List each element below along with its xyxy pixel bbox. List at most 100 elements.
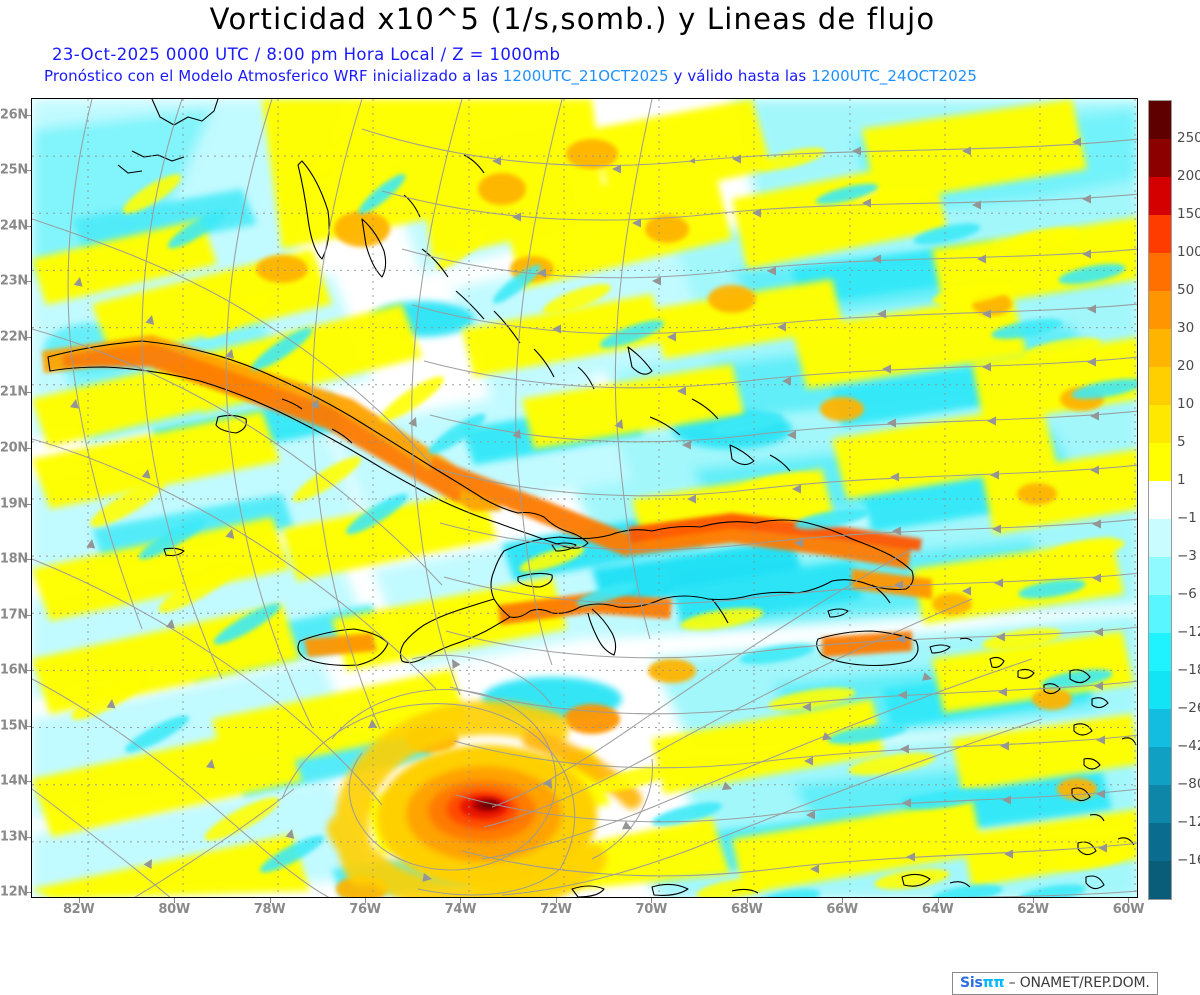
subtitle-model-text: Pronóstico con el Modelo Atmosferico WRF… [44,67,503,85]
y-tick-label: 16N [0,662,28,678]
colorbar[interactable] [1148,100,1172,900]
colorbar-segment [1149,595,1171,633]
colorbar-tick-label: −80 [1177,776,1200,792]
colorbar-tick-label: 5 [1177,434,1186,450]
colorbar-segment [1149,861,1171,899]
chart-subtitle-valid-time: 23-Oct-2025 0000 UTC / 8:00 pm Hora Loca… [52,45,561,64]
subtitle-valid-time: 1200UTC_24OCT2025 [811,67,978,85]
x-tick-mark [174,898,176,903]
x-tick-label: 66W [826,902,858,917]
y-tick-mark [26,614,31,616]
colorbar-tick-label: −26 [1177,700,1200,716]
vorticity-field [32,99,1137,897]
colorbar-tick-label: −42 [1177,738,1200,754]
y-tick-mark [26,225,31,227]
y-tick-label: 17N [0,607,28,623]
colorbar-tick-label: −6 [1177,586,1197,602]
colorbar-segment [1149,215,1171,253]
y-tick-label: 25N [0,162,28,178]
y-tick-mark [26,836,31,838]
colorbar-segment [1149,823,1171,861]
y-tick-label: 12N [0,884,28,900]
x-tick-label: 70W [635,902,668,917]
x-tick-mark [937,898,939,903]
x-tick-label: 76W [349,902,381,917]
colorbar-segment [1149,177,1171,215]
x-tick-label: 78W [253,902,286,917]
x-tick-mark [1033,898,1035,903]
x-tick-mark [1128,898,1130,903]
colorbar-segment [1149,101,1171,139]
x-tick-label: 80W [158,902,190,917]
y-tick-label: 14N [0,773,28,789]
plot-area: 12N 13N 14N 15N 16N 17N 18N 19N 20N 21N 22N 23N 24N 2… [0,98,1158,995]
colorbar-tick-label: 10 [1177,396,1195,412]
colorbar-segment [1149,557,1171,595]
x-tick-mark [842,898,844,903]
colorbar-tick-label: 50 [1177,282,1195,298]
y-tick-mark [26,448,31,449]
y-tick-label: 13N [0,829,28,845]
source-watermark: Sisππ – ONAMET/REP.DOM. [952,972,1158,995]
fine-scale-filaments [71,137,1137,897]
colorbar-tick-label: 100 [1177,244,1200,260]
y-tick-label: 23N [0,273,28,289]
colorbar-tick-label: −120 [1177,814,1200,830]
colorbar-segment [1149,709,1171,747]
colorbar-tick-label: −18 [1177,662,1200,678]
page-title: Vorticidad x10^5 (1/s,somb.) y Lineas de… [209,2,936,36]
colorbar-segment [1149,481,1171,519]
x-tick-mark [460,898,462,903]
colorbar-tick-label: −12 [1177,624,1200,640]
colorbar-tick-label: 200 [1177,168,1200,184]
y-tick-label: 26N [0,107,28,123]
y-tick-label: 20N [0,440,28,456]
x-tick-label: 68W [730,902,763,917]
y-tick-mark [26,336,31,338]
streamline-arrowheads [70,137,1107,882]
y-tick-label: 19N [0,496,28,512]
lat-lon-grid [32,99,1137,897]
x-tick-label: 60W [1112,902,1145,917]
x-tick-mark [746,898,748,903]
y-tick-mark [26,781,31,783]
colorbar-segment [1149,443,1171,481]
x-tick-label: 62W [1017,902,1049,917]
colorbar-segment [1149,291,1171,329]
colorbar-segment [1149,519,1171,557]
map-canvas[interactable] [31,98,1138,898]
watermark-sis-text: Sis [960,975,983,991]
colorbar-tick-label: 20 [1177,358,1195,374]
colorbar-tick-label: −1 [1177,510,1197,526]
colorbar-tick-label: −160 [1177,852,1200,868]
colorbar-segment [1149,633,1171,671]
y-tick-label: 15N [0,718,28,734]
colorbar-segment [1149,139,1171,177]
colorbar-segment [1149,367,1171,405]
y-tick-label: 24N [0,218,28,234]
x-tick-mark [651,898,653,903]
y-tick-mark [26,392,31,394]
colorbar-segment [1149,405,1171,443]
cyclone-core [327,700,642,897]
y-tick-mark [26,170,31,172]
y-tick-mark [26,559,31,561]
colorbar-segment [1149,253,1171,291]
colorbar-tick-label: 250 [1177,130,1200,146]
x-tick-mark [555,898,557,903]
colorbar-segment [1149,671,1171,709]
y-tick-mark [26,281,31,283]
y-tick-mark [26,114,31,116]
colorbar-tick-label: 150 [1177,206,1200,222]
x-tick-label: 64W [921,902,954,917]
colorbar-segment [1149,329,1171,367]
colorbar-tick-label: 30 [1177,320,1195,336]
x-tick-mark [78,898,80,903]
x-tick-mark [269,898,271,903]
y-tick-mark [26,670,31,672]
chart-subtitle-model-info: Pronóstico con el Modelo Atmosferico WRF… [44,67,977,85]
x-tick-label: 82W [62,902,95,917]
x-tick-label: 72W [540,902,572,917]
subtitle-init-time: 1200UTC_21OCT2025 [502,67,669,85]
